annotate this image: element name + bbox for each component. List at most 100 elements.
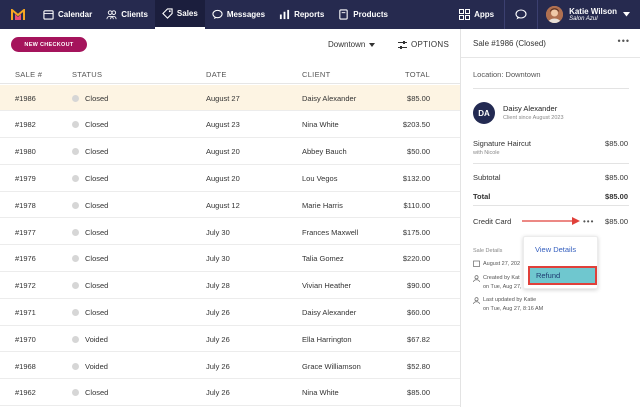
col-sale-header[interactable]: SALE # (15, 70, 43, 79)
status-dot (72, 255, 79, 263)
nav-reports-label: Reports (294, 10, 325, 19)
sale-number: #1972 (15, 281, 36, 291)
sale-total: $85.00 (407, 388, 430, 398)
status-cell: Voided (72, 362, 108, 371)
avatar (546, 6, 564, 23)
status-cell: Closed (72, 120, 108, 129)
new-checkout-button[interactable]: NEW CHECKOUT (11, 37, 87, 52)
table-header: SALE # STATUS DATE CLIENT TOTAL (0, 64, 460, 84)
total-value: $85.00 (605, 192, 628, 201)
more-options-icon[interactable]: ••• (617, 36, 630, 46)
table-row[interactable]: #1971 Closed July 26 Daisy Alexander $60.00 (0, 299, 460, 326)
user-icon (473, 275, 480, 282)
options-button[interactable]: OPTIONS (398, 40, 449, 49)
table-row[interactable]: #1970 Voided July 26 Ella Harrington $67.82 (0, 326, 460, 353)
view-details-menu-item[interactable]: View Details (535, 245, 577, 254)
chat-icon (515, 9, 527, 20)
col-total-header[interactable]: TOTAL (405, 70, 430, 79)
status-text: Closed (85, 120, 109, 130)
sale-details-label: Sale Details (473, 248, 503, 254)
options-label: OPTIONS (411, 40, 450, 49)
sale-number: #1979 (15, 173, 36, 183)
panel-header: Sale #1986 (Closed) ••• (461, 29, 640, 58)
nav-sales-label: Sales (176, 9, 198, 18)
status-dot (72, 201, 79, 209)
sale-total: $90.00 (407, 281, 430, 291)
sale-date: July 26 (206, 307, 230, 317)
status-cell: Closed (72, 308, 108, 317)
table-row[interactable]: #1980 Closed August 20 Abbey Bauch $50.00 (0, 138, 460, 165)
sale-total: $50.00 (407, 147, 430, 157)
subtotal-value: $85.00 (605, 173, 628, 182)
user-name: Katie Wilson (569, 6, 617, 16)
status-dot (72, 228, 79, 236)
col-date-header[interactable]: DATE (206, 70, 227, 79)
sale-date: August 20 (206, 147, 240, 157)
sale-number: #1971 (15, 307, 36, 317)
payment-value: $85.00 (605, 217, 628, 226)
divider (537, 0, 539, 29)
total-label: Total (473, 192, 491, 201)
status-cell: Closed (72, 228, 108, 237)
client-name: Marie Harris (302, 200, 343, 210)
nav-messages[interactable]: Messages (205, 0, 272, 29)
table-row[interactable]: #1982 Closed August 23 Nina White $203.50 (0, 111, 460, 139)
location-value: Downtown (505, 70, 541, 79)
customer-since: Client since August 2023 (503, 115, 564, 121)
sale-total: $220.00 (402, 254, 430, 264)
status-dot (72, 308, 79, 316)
nav-reports[interactable]: Reports (272, 0, 331, 29)
table-row[interactable]: #1986 Closed August 27 Daisy Alexander $85.0… (0, 84, 460, 112)
table-row[interactable]: #1979 Closed August 20 Lou Vegos $132.00 (0, 165, 460, 192)
item-name: Signature Haircut (473, 139, 531, 148)
client-name: Nina White (302, 388, 339, 398)
sale-date: July 30 (206, 227, 230, 237)
item-staff: with Nicole (473, 150, 500, 156)
sale-number: #1977 (15, 227, 36, 237)
refund-menu-item[interactable]: Refund (528, 266, 597, 285)
payment-more-icon[interactable]: ••• (583, 217, 595, 226)
table-row[interactable]: #1978 Closed August 12 Marie Harris $110.00 (0, 192, 460, 219)
subtotal-label: Subtotal (473, 173, 501, 182)
nav-clients[interactable]: Clients (99, 0, 155, 29)
detail-created-time: on Tue, Aug 27, 8:15 AM (483, 284, 544, 290)
status-cell: Closed (72, 147, 108, 156)
sale-number: #1976 (15, 254, 36, 264)
table-row[interactable]: #1977 Closed July 30 Frances Maxwell $175.00 (0, 219, 460, 246)
nav-products-label: Products (353, 10, 388, 19)
table-row[interactable]: #1976 Closed July 30 Talia Gomez $220.00 (0, 245, 460, 273)
sale-date: July 26 (206, 334, 230, 344)
sales-list-pane: NEW CHECKOUT Downtown OPTIONS SALE # STA… (0, 29, 460, 407)
user-business: Salon Azul (569, 15, 598, 22)
apps-button[interactable]: Apps (449, 0, 504, 29)
status-text: Closed (85, 227, 109, 237)
table-row[interactable]: #1962 Closed July 26 Nina White $85.00 (0, 379, 460, 407)
status-cell: Closed (72, 388, 108, 397)
sale-date: July 30 (206, 254, 230, 264)
col-client-header[interactable]: CLIENT (302, 70, 331, 79)
sale-total: $110.00 (403, 200, 430, 210)
status-text: Closed (85, 307, 109, 317)
sale-number: #1978 (15, 200, 36, 210)
chat-button[interactable] (505, 0, 537, 29)
status-cell: Voided (72, 335, 108, 344)
client-name: Ella Harrington (302, 334, 352, 344)
detail-updated-time: on Tue, Aug 27, 8:16 AM (483, 306, 544, 312)
client-name: Grace Williamson (302, 361, 361, 371)
calendar-icon (43, 10, 54, 20)
sale-total: $132.00 (402, 173, 430, 183)
table-row[interactable]: #1972 Closed July 28 Vivian Heather $90.00 (0, 272, 460, 299)
customer-avatar[interactable]: DA (473, 102, 495, 124)
location-select[interactable]: Downtown (328, 40, 376, 49)
table-row[interactable]: #1968 Voided July 26 Grace Williamson $52.80 (0, 353, 460, 380)
nav-calendar[interactable]: Calendar (36, 0, 99, 29)
app-logo[interactable] (0, 0, 36, 29)
client-name: Talia Gomez (302, 254, 344, 264)
sale-date: July 28 (206, 281, 230, 291)
nav-products[interactable]: Products (331, 0, 395, 29)
nav-sales[interactable]: Sales (154, 0, 205, 29)
customer-name[interactable]: Daisy Alexander (503, 104, 558, 113)
sale-total: $52.80 (407, 361, 430, 371)
col-status-header[interactable]: STATUS (72, 70, 103, 79)
user-menu[interactable]: Katie Wilson Salon Azul (538, 0, 640, 29)
